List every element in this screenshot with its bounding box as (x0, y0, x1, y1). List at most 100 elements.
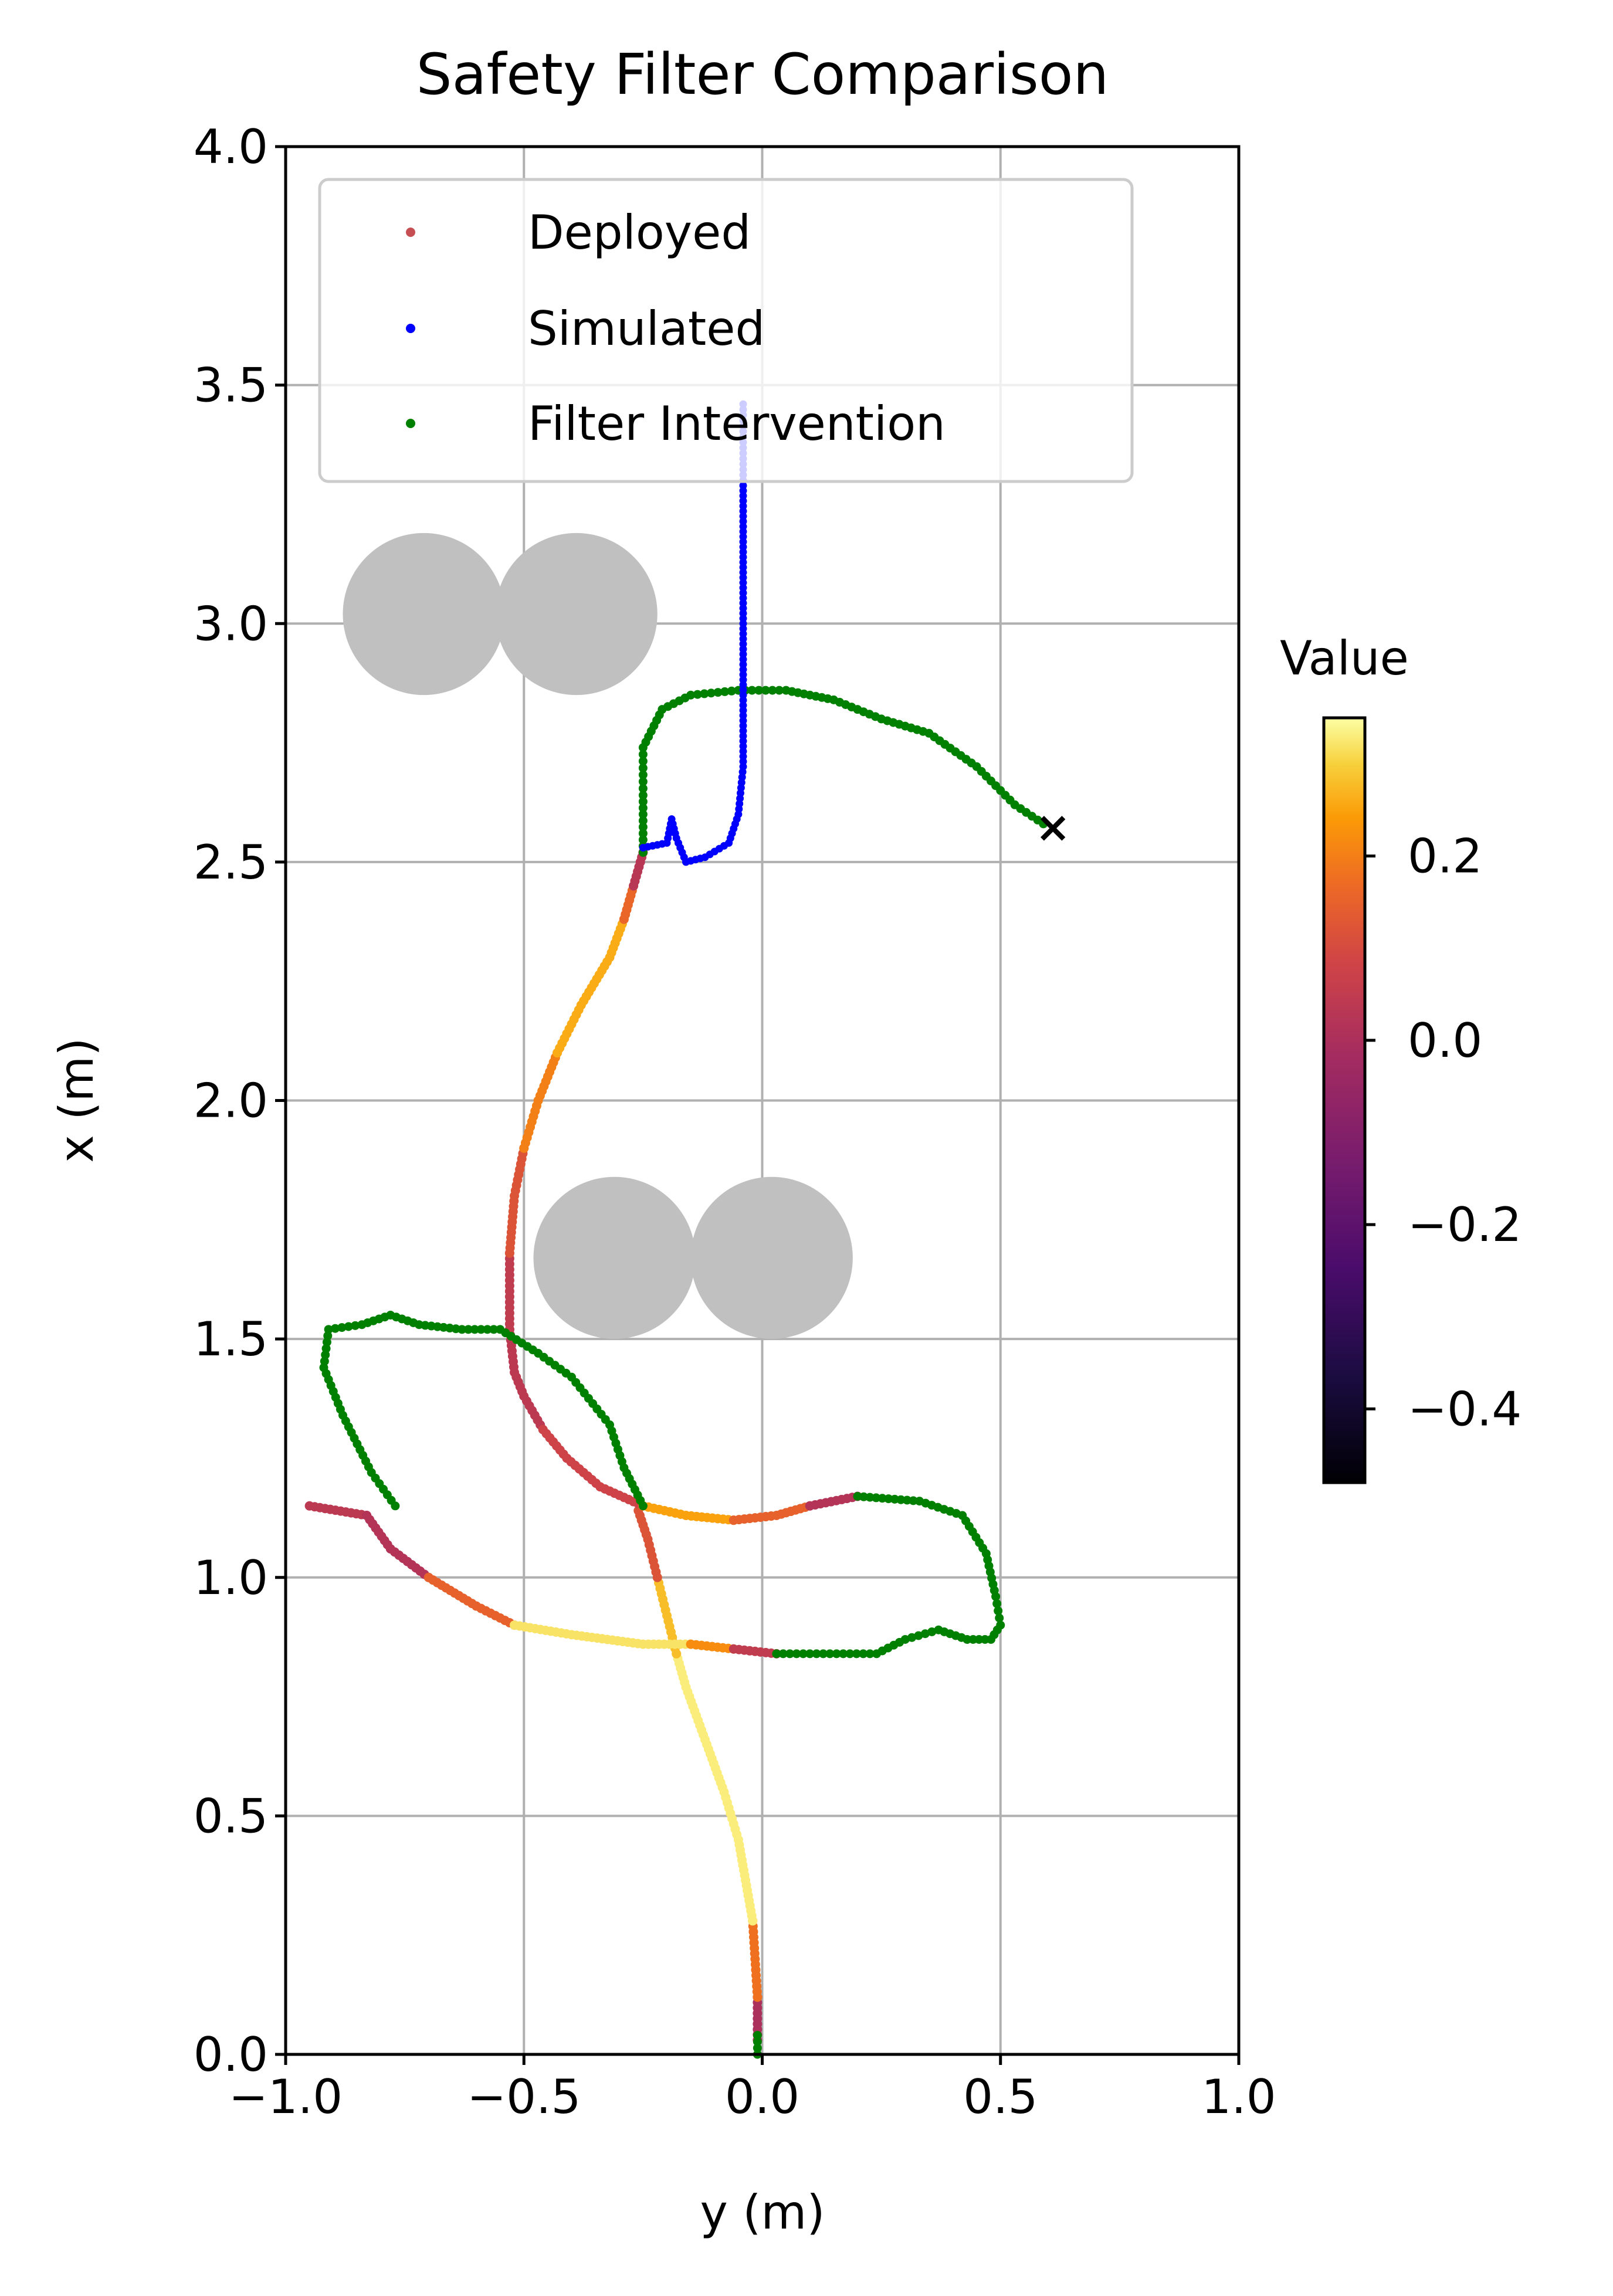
filter-intervention-point (995, 1613, 1004, 1623)
filter-intervention-point (483, 1325, 492, 1334)
y-tick-label: 0.5 (194, 1789, 268, 1843)
legend-marker-filter-intervention (406, 419, 415, 428)
filter-intervention-point (798, 1649, 808, 1659)
filter-intervention-point (754, 686, 764, 695)
filter-intervention-point (713, 688, 723, 697)
filter-intervention-point (825, 1649, 835, 1659)
colorbar-tick-label: −0.2 (1408, 1198, 1521, 1252)
legend-label-filter-intervention: Filter Intervention (528, 396, 946, 451)
x-tick-label: −0.5 (467, 2070, 581, 2124)
filter-intervention-point (337, 1323, 347, 1332)
filter-intervention-point (638, 835, 648, 845)
filter-intervention-point (700, 689, 709, 698)
filter-intervention-point (463, 1325, 473, 1334)
filter-intervention-point (992, 1599, 1002, 1608)
y-tick-label: 0.0 (194, 2027, 268, 2082)
filter-intervention-point (638, 791, 648, 800)
axis-ticks: −1.0 −0.5 0.0 0.5 1.0 0.0 0.5 1.0 1.5 2.0 2.5 3.0 3.… (194, 120, 1276, 2124)
end-marker: × (1035, 802, 1070, 852)
filter-intervention-point (1039, 819, 1048, 829)
filter-intervention-point (927, 1627, 937, 1636)
filter-intervention-point (489, 1325, 499, 1334)
y-tick-label: 4.0 (194, 120, 268, 174)
obstacle-circle (690, 1176, 853, 1339)
y-tick-label: 3.5 (194, 358, 268, 413)
filter-intervention-point (852, 1649, 861, 1659)
filter-intervention-point (638, 816, 648, 825)
filter-intervention-point (638, 803, 648, 813)
filter-intervention-point (753, 2043, 762, 2053)
filter-intervention-point (351, 1321, 360, 1330)
filter-intervention-point (638, 757, 648, 766)
x-tick-label: 1.0 (1201, 2070, 1276, 2124)
filter-intervention-point (775, 686, 784, 695)
colorbar-gradient (1322, 716, 1367, 1484)
filter-intervention-point (747, 686, 757, 695)
y-tick-label: 3.0 (194, 596, 268, 651)
filter-intervention-point (778, 1649, 788, 1659)
filter-intervention-point (753, 2030, 762, 2040)
filter-intervention-point (693, 690, 702, 699)
filter-intervention-point (638, 784, 648, 793)
filter-intervention-point (458, 1325, 467, 1334)
legend: Deployed Simulated Filter Intervention (318, 178, 1134, 483)
filter-intervention-point (470, 1325, 479, 1334)
colorbar: Value 0.2 0.0 −0.2 −0.4 (1280, 631, 1521, 1484)
filter-intervention-point (914, 1631, 923, 1640)
legend-label-simulated: Simulated (528, 301, 765, 356)
filter-intervention-point (845, 1649, 855, 1659)
filter-intervention-point (859, 1649, 868, 1659)
filter-intervention-point (805, 1649, 815, 1659)
colorbar-tick-label: 0.2 (1408, 829, 1482, 884)
x-tick-label: −1.0 (229, 2070, 343, 2124)
obstacle-circle (495, 533, 658, 696)
filter-intervention-point (638, 777, 648, 786)
filter-intervention-point (706, 689, 716, 698)
filter-intervention-point (638, 764, 648, 773)
legend-box (318, 178, 1134, 483)
filter-intervention-point (865, 1649, 875, 1659)
filter-intervention-point (994, 1606, 1003, 1616)
chart-title: Safety Filter Comparison (416, 42, 1109, 107)
filter-intervention-point (768, 686, 777, 695)
legend-label-deployed: Deployed (528, 205, 751, 260)
filter-intervention-point (638, 770, 648, 779)
series-layer: × (304, 400, 1070, 2059)
colorbar-ticks: 0.2 0.0 −0.2 −0.4 (1365, 829, 1521, 1436)
filter-intervention-point (638, 749, 648, 759)
y-axis-label: x (m) (49, 1037, 104, 1162)
colorbar-tick-label: −0.4 (1408, 1382, 1521, 1436)
filter-intervention-point (872, 1649, 881, 1659)
legend-marker-simulated (406, 324, 415, 333)
filter-intervention-point (920, 1629, 930, 1639)
filter-intervention-point (720, 687, 730, 696)
filter-intervention-point (727, 686, 736, 696)
filter-intervention-point (761, 686, 770, 695)
filter-intervention-point (772, 1649, 781, 1659)
filter-intervention-point (476, 1325, 486, 1334)
filter-intervention-point (638, 829, 648, 838)
colorbar-tick-label: 0.0 (1408, 1013, 1482, 1068)
colorbar-label: Value (1280, 631, 1409, 686)
filter-intervention-point (832, 1649, 841, 1659)
obstacle-circle (343, 533, 505, 696)
obstacle-circle (533, 1176, 696, 1339)
filter-intervention-point (839, 1649, 848, 1659)
filter-intervention-point (753, 2037, 762, 2046)
filter-intervention-point (812, 1649, 821, 1659)
filter-intervention-point (907, 1633, 917, 1642)
filter-intervention-point (819, 1649, 828, 1659)
x-tick-label: 0.0 (725, 2070, 799, 2124)
filter-intervention-point (934, 1625, 943, 1634)
x-axis-label: y (m) (700, 2185, 825, 2240)
filter-intervention-point (331, 1324, 340, 1333)
filter-intervention-point (638, 797, 648, 806)
filter-intervention-point (344, 1322, 353, 1331)
y-tick-label: 1.0 (194, 1551, 268, 1605)
y-tick-label: 2.0 (194, 1074, 268, 1128)
filter-intervention-point (638, 822, 648, 832)
filter-intervention-point (324, 1325, 333, 1334)
filter-intervention-point (991, 1592, 1001, 1601)
filter-intervention-point (785, 1649, 795, 1659)
